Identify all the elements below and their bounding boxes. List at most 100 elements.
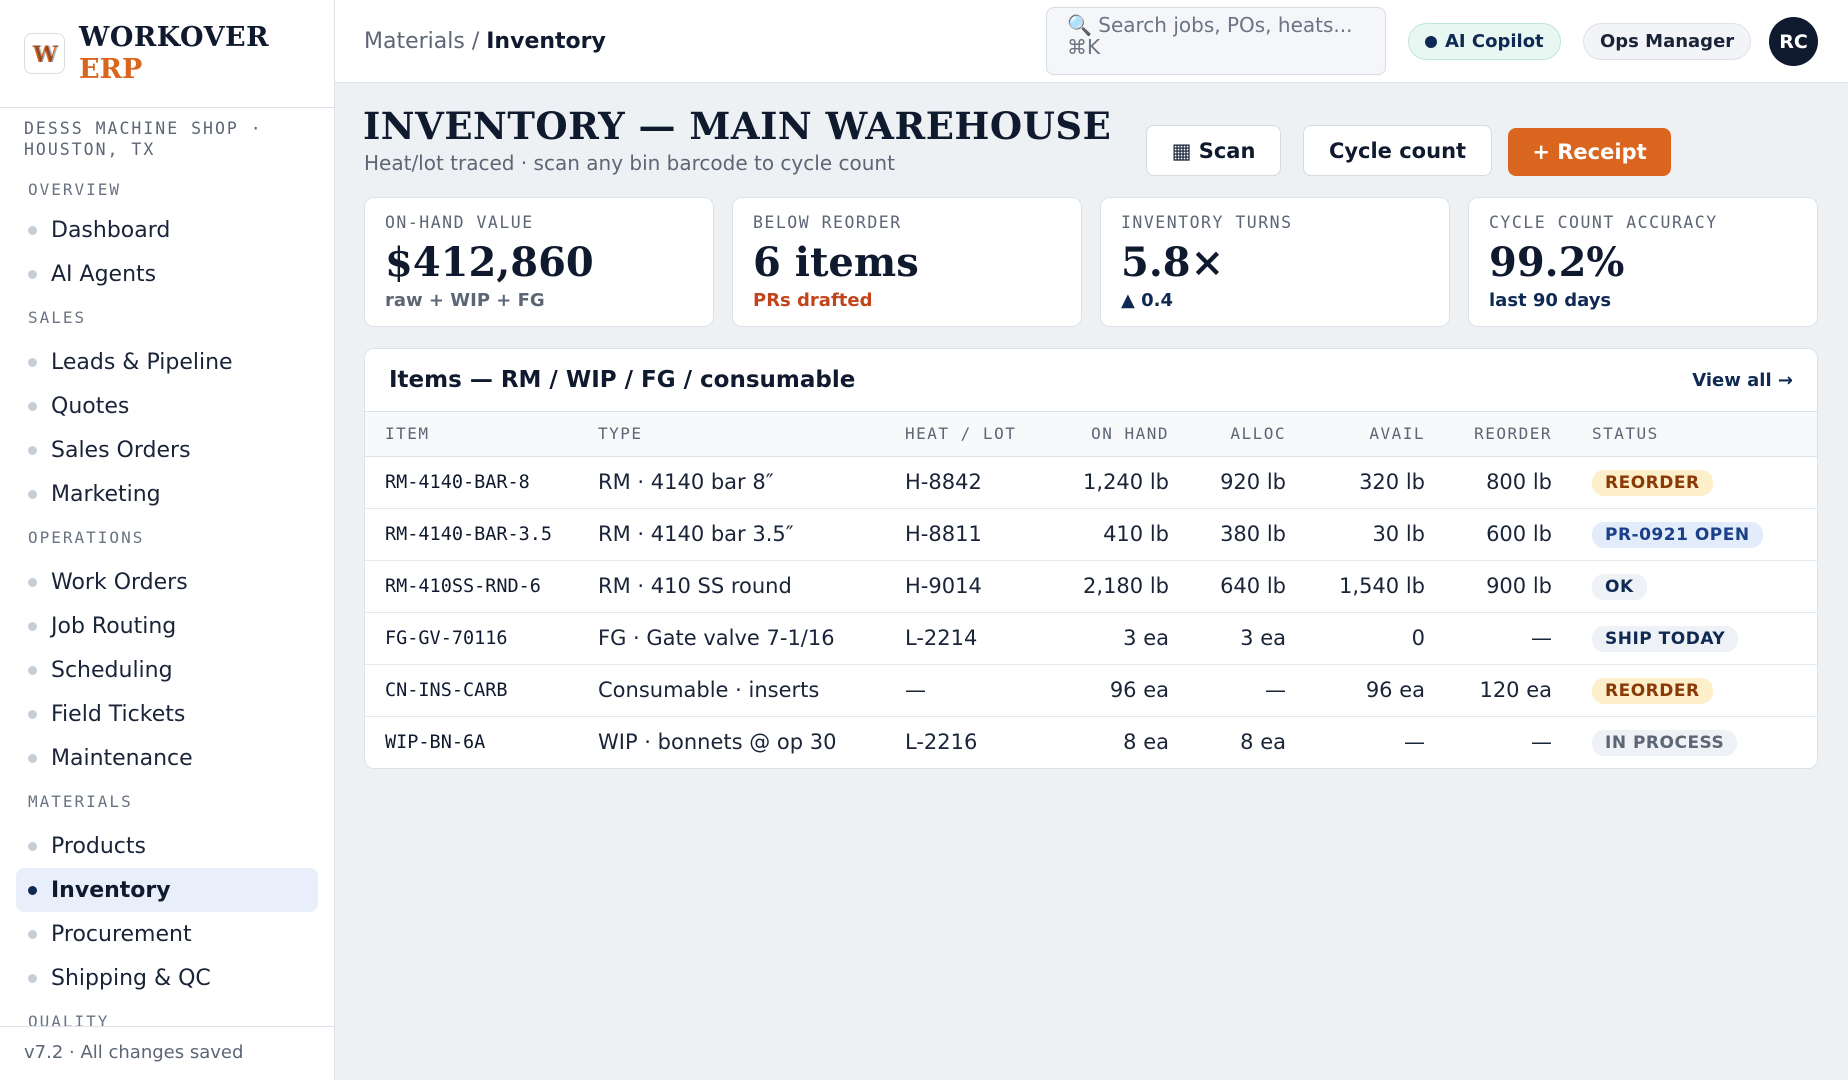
bullet-icon <box>28 577 37 587</box>
role-switcher[interactable]: Ops Manager <box>1583 23 1752 60</box>
cell-heat-lot: L-2216 <box>905 730 978 755</box>
col-header-status[interactable]: STATUS <box>1552 412 1817 457</box>
sidebar-item-job-routing[interactable]: Job Routing <box>16 604 318 648</box>
cell-type: RM · 4140 bar 3.5″ <box>598 508 905 561</box>
col-header-item[interactable]: ITEM <box>365 412 598 457</box>
view-all-link[interactable]: View all → <box>1692 369 1793 391</box>
col-header-on-hand[interactable]: ON HAND <box>1065 412 1169 457</box>
cell-status: IN PROCESS <box>1552 716 1817 768</box>
col-header-heat-lot[interactable]: HEAT / LOT <box>905 412 1065 457</box>
table-row[interactable]: FG-GV-70116 FG · Gate valve 7-1/16 L-2214 3… <box>365 612 1817 665</box>
sidebar-item-label: Quotes <box>51 393 130 419</box>
kpi-value: 6 items <box>753 239 919 286</box>
sidebar-item-leads-and-pipeline[interactable]: Leads & Pipeline <box>16 340 318 384</box>
bullet-icon <box>28 841 37 851</box>
sidebar-item-field-tickets[interactable]: Field Tickets <box>16 692 318 736</box>
table-header-row: ITEM TYPE HEAT / LOT ON HAND ALLOC AVAIL… <box>365 412 1817 457</box>
sidebar-item-maintenance[interactable]: Maintenance <box>16 736 318 780</box>
bullet-icon <box>28 621 37 631</box>
table-row[interactable]: WIP-BN-6A WIP · bonnets @ op 30 L-2216 8 ea… <box>365 716 1817 768</box>
save-status: v7.2 · All changes saved <box>0 1026 334 1080</box>
sidebar-item-quotes[interactable]: Quotes <box>16 384 318 428</box>
kpi-value: $412,860 <box>385 239 594 286</box>
status-badge: PR-0921 OPEN <box>1592 521 1763 548</box>
bullet-icon <box>28 225 37 235</box>
page-title: INVENTORY — MAIN WAREHOUSE <box>363 104 1112 148</box>
kpi-label: BELOW REORDER <box>753 213 902 232</box>
table-row[interactable]: RM-410SS-RND-6 RM · 410 SS round H-9014 2,1… <box>365 560 1817 613</box>
col-header-avail[interactable]: AVAIL <box>1286 412 1425 457</box>
brand-sub: ERP <box>79 53 143 85</box>
bullet-icon <box>28 665 37 675</box>
panel-title: Items — RM / WIP / FG / consumable <box>389 367 856 393</box>
status-badge: REORDER <box>1592 677 1713 704</box>
sidebar-item-scheduling[interactable]: Scheduling <box>16 648 318 692</box>
svg-text:W: W <box>33 42 59 68</box>
brand[interactable]: W W WORKOVER ERP <box>0 0 334 108</box>
cell-alloc: 640 lb <box>1169 560 1286 613</box>
cell-item: RM-4140-BAR-3.5 <box>365 508 598 561</box>
sidebar-item-dashboard[interactable]: Dashboard <box>16 208 318 252</box>
table-row[interactable]: RM-4140-BAR-3.5 RM · 4140 bar 3.5″ H-8811 4… <box>365 508 1817 561</box>
sidebar-item-procurement[interactable]: Procurement <box>16 912 318 956</box>
sidebar-item-inventory[interactable]: Inventory <box>16 868 318 912</box>
cell-heat-lot: H-8811 <box>905 508 1065 561</box>
kpi-card-cycle-count-accuracy: CYCLE COUNT ACCURACY 99.2% last 90 days <box>1468 197 1818 327</box>
bullet-icon <box>28 489 37 499</box>
cycle-count-button[interactable]: Cycle count <box>1303 125 1492 176</box>
sidebar-item-marketing[interactable]: Marketing <box>16 472 318 516</box>
main-content: Materials / Inventory 🔍 Search jobs, POs… <box>335 0 1848 1080</box>
kpi-note: PRs drafted <box>753 290 873 311</box>
cell-reorder: 800 lb <box>1425 456 1552 509</box>
receipt-button[interactable]: + Receipt <box>1508 128 1671 176</box>
cell-on-hand: 96 ea <box>1065 664 1169 717</box>
cell-avail: 1,540 lb <box>1286 560 1425 613</box>
table-row[interactable]: CN-INS-CARB Consumable · inserts —96 ea —96… <box>365 664 1817 717</box>
col-header-reorder[interactable]: REORDER <box>1425 412 1552 457</box>
cell-alloc: 3 ea <box>1169 612 1286 665</box>
cell-item: CN-INS-CARB <box>365 664 598 717</box>
cell-reorder: 900 lb <box>1425 560 1552 613</box>
sidebar-item-shipping-and-qc[interactable]: Shipping & QC <box>16 956 318 1000</box>
cell-type: RM · 4140 bar 8″ <box>598 456 905 509</box>
cell-status: SHIP TODAY <box>1552 612 1817 665</box>
cell-alloc: 380 lb <box>1169 508 1286 561</box>
org-line-1: DESSS MACHINE SHOP · <box>24 119 263 138</box>
kpi-note: last 90 days <box>1489 290 1612 311</box>
avatar[interactable]: RC <box>1769 17 1818 66</box>
sidebar-item-label: Work Orders <box>51 569 188 595</box>
sidebar-item-label: Marketing <box>51 481 161 507</box>
kpi-label: INVENTORY TURNS <box>1121 213 1293 232</box>
nav-section-operations: OPERATIONS <box>28 528 145 547</box>
sidebar-item-products[interactable]: Products <box>16 824 318 868</box>
cell-alloc: — <box>1169 664 1286 717</box>
search-input[interactable]: 🔍 Search jobs, POs, heats... ⌘K <box>1046 7 1386 75</box>
ai-copilot-button[interactable]: AI Copilot <box>1408 23 1561 60</box>
sidebar-item-label: AI Agents <box>51 261 157 287</box>
bullet-icon <box>28 401 37 411</box>
col-header-type[interactable]: TYPE <box>598 412 905 457</box>
scan-button[interactable]: ▦ Scan <box>1146 125 1281 176</box>
bullet-icon <box>28 973 37 983</box>
cell-avail: 30 lb <box>1286 508 1425 561</box>
kpi-card-inventory-turns: INVENTORY TURNS 5.8× ▲ 0.4 <box>1100 197 1450 327</box>
sidebar-item-ai-agents[interactable]: AI Agents <box>16 252 318 296</box>
sidebar-item-work-orders[interactable]: Work Orders <box>16 560 318 604</box>
cell-heat-lot: H-9014 <box>905 560 1065 613</box>
kpi-value: 5.8× <box>1121 239 1225 286</box>
table-row[interactable]: RM-4140-BAR-8 RM · 4140 bar 8″ H-8842 1,240… <box>365 456 1817 509</box>
sidebar-item-label: Field Tickets <box>51 701 186 727</box>
org-name: DESSS MACHINE SHOP · HOUSTON, TX <box>0 108 334 160</box>
bullet-icon <box>28 885 37 895</box>
cell-item: RM-410SS-RND-6 <box>365 560 598 613</box>
breadcrumb-parent[interactable]: Materials / <box>364 28 480 54</box>
status-badge: OK <box>1592 573 1647 600</box>
status-dot-icon <box>1425 35 1437 48</box>
col-header-alloc[interactable]: ALLOC <box>1169 412 1286 457</box>
sidebar-item-label: Leads & Pipeline <box>51 349 233 375</box>
bullet-icon <box>28 753 37 763</box>
cell-type: RM · 410 SS round <box>598 560 905 613</box>
cell-reorder: — <box>1531 730 1552 755</box>
sidebar-item-sales-orders[interactable]: Sales Orders <box>16 428 318 472</box>
cell-on-hand: 8 ea <box>1123 730 1169 755</box>
